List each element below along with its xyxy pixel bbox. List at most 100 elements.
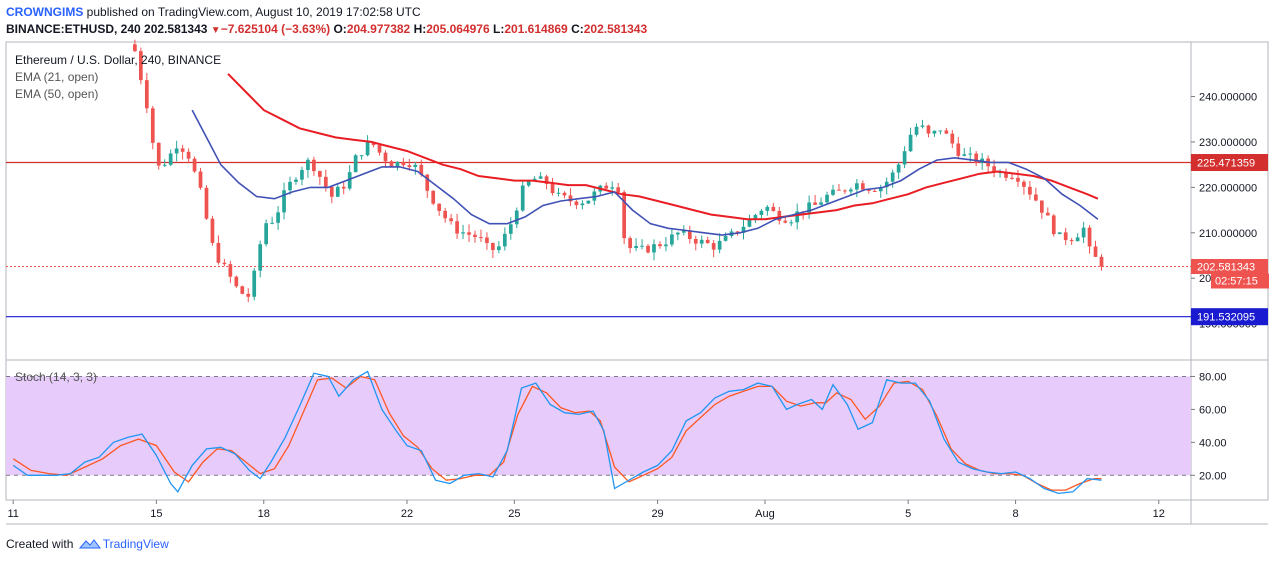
candle-body [508,224,513,234]
candle-body [574,201,579,206]
candle-body [1051,215,1056,235]
candle-body [1004,172,1008,178]
candle-body [407,165,412,168]
support-label: 191.532095 [1197,312,1255,324]
stoch-tick-label: 60.00 [1199,404,1227,416]
candle-body [437,203,442,211]
time-tick-label: 12 [1153,508,1165,520]
candle-body [186,151,191,159]
candle-body [855,183,859,190]
last-price-label: 202.581343 [1197,262,1255,274]
candle-body [813,202,817,205]
candle-body [180,148,185,152]
high-label: H: [413,22,427,36]
countdown-label: 02:57:15 [1215,276,1258,288]
candle-body [676,232,680,235]
candle-body [568,195,573,202]
candle-body [359,155,364,157]
candle-body [419,164,424,175]
candle-body [992,166,996,173]
candle-body [932,130,937,134]
candle-body [968,153,973,155]
candle-body [449,218,453,222]
candle-body [622,192,627,239]
stoch-legend[interactable]: Stoch (14, 3, 3) [15,370,98,384]
candle-body [526,181,531,186]
candle-body [819,202,823,205]
candle-body [974,153,979,163]
candle-body [652,244,656,253]
candle-body [878,187,883,192]
author-link[interactable]: CROWNGIMS [6,5,84,19]
time-tick-label: Aug [755,508,775,520]
candle-body [144,80,149,109]
candle-body [395,161,400,168]
candle-body [962,154,967,156]
candle-body [425,174,430,191]
candle-body [502,233,507,247]
candle-body [335,186,340,197]
candle-body [896,164,901,173]
time-tick-label: 8 [1013,508,1019,520]
last-price-label-bg [1191,259,1268,275]
candle-body [747,219,752,227]
candle-body [1081,227,1086,238]
time-tick-label: 25 [508,508,520,520]
candle-body [831,189,835,195]
candle-body [807,202,811,213]
candle-body [1028,186,1032,195]
candle-body [908,134,913,152]
published-text: published on TradingView.com, August 10,… [86,5,421,19]
candle-body [216,242,221,263]
ema50-legend[interactable]: EMA (50, open) [15,87,99,101]
candle-body [658,244,662,247]
candle-body [795,211,800,223]
candle-body [920,125,925,127]
stoch-tick-label: 20.00 [1199,470,1227,482]
candle-body [717,240,722,250]
candle-body [735,231,740,233]
candle-body [664,244,668,247]
candle-body [550,183,555,194]
candle-body [926,125,931,134]
candle-body [1034,194,1038,201]
candle-body [329,186,334,197]
stoch-band [6,376,1191,476]
candle-body [1093,246,1098,257]
candle-body [628,238,632,249]
candle-body [765,206,770,211]
candle-body [300,170,304,180]
candle-body [306,159,310,171]
time-tick-label: 5 [905,508,911,520]
candle-body [860,183,865,190]
candle-body [389,161,394,168]
candle-body [443,210,448,219]
candle-body [646,245,650,253]
ema21-legend[interactable]: EMA (21, open) [15,70,99,84]
tradingview-brand[interactable]: TradingView [102,537,169,551]
candle-body [485,237,489,244]
candle-body [1075,237,1080,242]
candle-body [914,126,919,135]
candle-body [741,226,746,233]
candle-body [323,176,328,187]
stoch-k-line [12,370,1102,495]
candle-body [950,133,955,144]
candle-body [1039,200,1044,213]
candle-body [616,187,621,193]
time-tick-label: 29 [651,508,663,520]
candle-body [699,239,704,244]
candle-body [681,230,686,233]
candle-body [479,237,483,239]
candle-body [1069,240,1074,242]
candle-body [473,234,477,238]
candle-body [884,181,889,188]
candle-body [204,187,209,219]
candle-body [944,130,949,134]
candle-body [687,230,692,239]
tradingview-logo-icon [78,539,101,549]
candle-body [705,239,710,244]
candle-body [371,142,376,146]
symbol-label: BINANCE:ETHUSD, 240 [6,22,141,36]
